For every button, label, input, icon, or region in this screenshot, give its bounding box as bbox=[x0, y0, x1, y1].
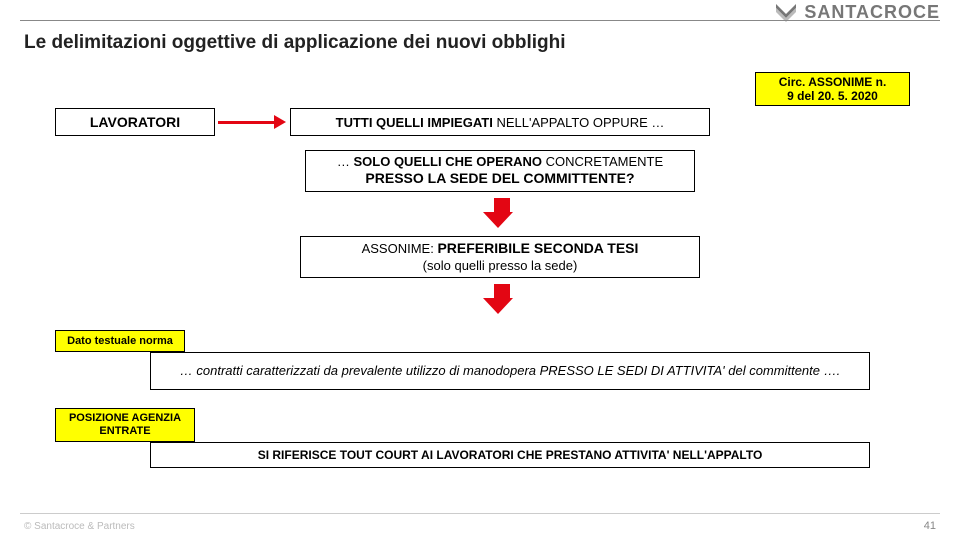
posizione-text-box: SI RIFERISCE TOUT COURT AI LAVORATORI CH… bbox=[150, 442, 870, 468]
dato-label: Dato testuale norma bbox=[67, 335, 173, 347]
posizione-text: SI RIFERISCE TOUT COURT AI LAVORATORI CH… bbox=[258, 448, 763, 462]
slide: SANTACROCE Le delimitazioni oggettive di… bbox=[0, 0, 960, 540]
circ-line2: 9 del 20. 5. 2020 bbox=[787, 89, 878, 103]
option-2-line1: … SOLO QUELLI CHE OPERANO CONCRETAMENTE bbox=[337, 154, 663, 170]
dato-text: … contratti caratterizzati da prevalente… bbox=[180, 363, 840, 379]
arrow-down-1 bbox=[490, 198, 513, 228]
dato-label-box: Dato testuale norma bbox=[55, 330, 185, 352]
circ-assonime-box: Circ. ASSONIME n. 9 del 20. 5. 2020 bbox=[755, 72, 910, 106]
conclusion-sub: (solo quelli presso la sede) bbox=[423, 258, 578, 274]
option-1-rest: NELL'APPALTO OPPURE … bbox=[493, 115, 665, 130]
conclusion-line1: ASSONIME: PREFERIBILE SECONDA TESI bbox=[362, 240, 639, 258]
lavoratori-label: LAVORATORI bbox=[90, 114, 180, 130]
posizione-label-box: POSIZIONE AGENZIA ENTRATE bbox=[55, 408, 195, 442]
page-number: 41 bbox=[924, 520, 936, 532]
arrow-down-2 bbox=[490, 284, 513, 314]
dato-text-box: … contratti caratterizzati da prevalente… bbox=[150, 352, 870, 390]
header-rule bbox=[20, 20, 940, 21]
posizione-label-l2: ENTRATE bbox=[99, 425, 150, 438]
lavoratori-box: LAVORATORI bbox=[55, 108, 215, 136]
option-2-line2: PRESSO LA SEDE DEL COMMITTENTE? bbox=[365, 170, 634, 188]
option-2-box: … SOLO QUELLI CHE OPERANO CONCRETAMENTE … bbox=[305, 150, 695, 192]
option-1-bold: TUTTI QUELLI IMPIEGATI bbox=[336, 115, 493, 130]
posizione-label-l1: POSIZIONE AGENZIA bbox=[69, 412, 181, 425]
slide-title: Le delimitazioni oggettive di applicazio… bbox=[24, 32, 566, 54]
option-1-box: TUTTI QUELLI IMPIEGATI NELL'APPALTO OPPU… bbox=[290, 108, 710, 136]
connector-arrow-right bbox=[218, 118, 286, 126]
circ-line1: Circ. ASSONIME n. bbox=[779, 75, 887, 89]
footer-rule bbox=[20, 513, 940, 514]
copyright: © Santacroce & Partners bbox=[24, 521, 135, 532]
conclusion-box: ASSONIME: PREFERIBILE SECONDA TESI (solo… bbox=[300, 236, 700, 278]
